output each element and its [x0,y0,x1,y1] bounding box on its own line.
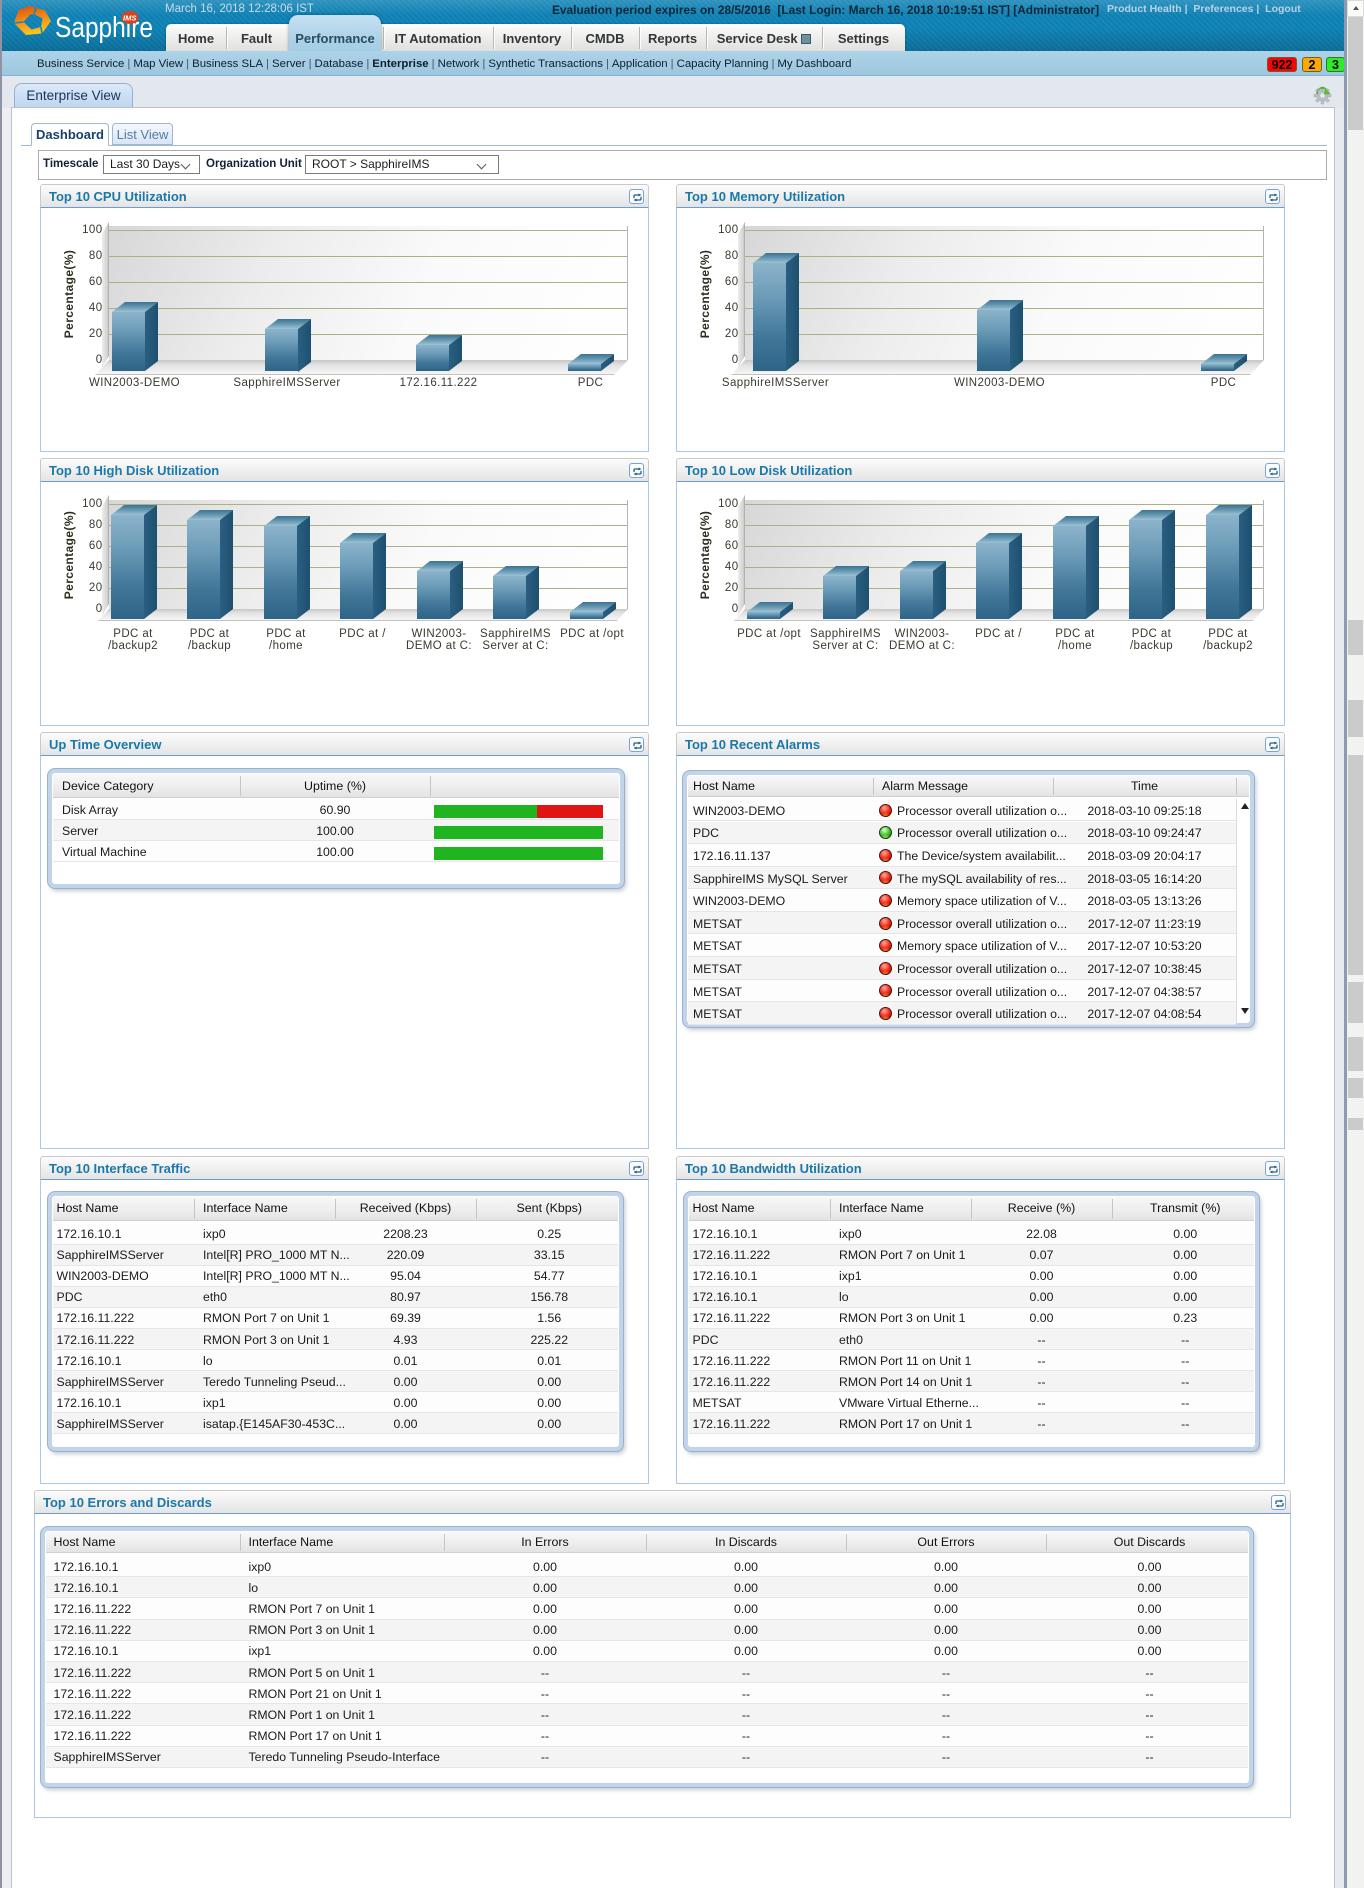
svg-text:IMS: IMS [123,14,136,23]
